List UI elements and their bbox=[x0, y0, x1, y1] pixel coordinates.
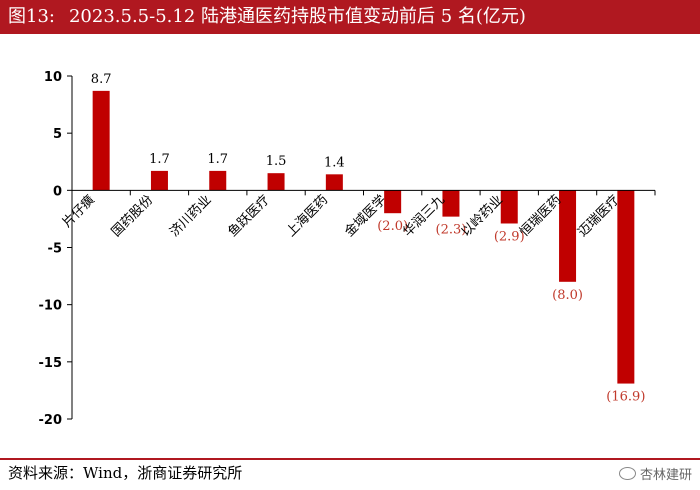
category-label: 国药股份 bbox=[109, 193, 156, 240]
watermark: 杏林建研 bbox=[618, 464, 692, 483]
data-label: 1.7 bbox=[149, 152, 170, 167]
data-label: 1.7 bbox=[207, 152, 228, 167]
bar bbox=[500, 190, 518, 224]
bar bbox=[92, 90, 110, 191]
y-tick-label: 10 bbox=[44, 70, 62, 85]
footer: 资料来源：Wind，浙商证券研究所 杏林建研 bbox=[0, 458, 700, 490]
y-tick-label: -20 bbox=[39, 413, 63, 428]
category-label: 鱼跃医疗 bbox=[225, 192, 273, 240]
bar bbox=[442, 190, 460, 217]
bar bbox=[617, 190, 635, 384]
bar-chart: 10 5 0 -5 -10 -15 -20 8.7 片仔癀 1.7 国药股份 1.7 济川药业 1.5 鱼跃… bbox=[39, 70, 656, 428]
figure-title: 2023.5.5-5.12 陆港通医药持股市值变动前后 5 名(亿元) bbox=[68, 6, 526, 27]
category-label: 迈瑞医疗 bbox=[575, 193, 622, 240]
y-tick-label: 5 bbox=[53, 127, 62, 142]
bar bbox=[559, 190, 577, 282]
data-label: (16.9) bbox=[606, 390, 645, 405]
category-label: 上海医药 bbox=[284, 193, 331, 240]
bar bbox=[209, 170, 227, 191]
figure-title-bar: 图13: 2023.5.5-5.12 陆港通医药持股市值变动前后 5 名(亿元) bbox=[0, 0, 700, 34]
category-label: 济川药业 bbox=[167, 193, 214, 240]
data-label: (2.0) bbox=[377, 219, 408, 234]
data-label: 8.7 bbox=[91, 72, 112, 87]
data-label: (8.0) bbox=[552, 288, 583, 303]
bar bbox=[267, 173, 285, 191]
data-label: 1.4 bbox=[324, 155, 345, 170]
wechat-icon bbox=[618, 467, 636, 480]
data-label: 1.5 bbox=[266, 154, 287, 169]
figure-number: 图13: bbox=[8, 6, 55, 27]
y-tick-label: 0 bbox=[53, 184, 62, 199]
y-tick-label: -15 bbox=[39, 356, 63, 371]
category-label: 片仔癀 bbox=[59, 192, 98, 231]
category-label: 恒瑞医药 bbox=[517, 193, 564, 240]
y-tick-label: -5 bbox=[48, 242, 62, 257]
y-tick-label: -10 bbox=[39, 299, 63, 314]
watermark-text: 杏林建研 bbox=[639, 468, 692, 483]
data-label: (2.3) bbox=[436, 223, 467, 238]
source-note: 资料来源：Wind，浙商证券研究所 bbox=[8, 464, 243, 482]
bar bbox=[325, 174, 343, 191]
data-label: (2.9) bbox=[494, 229, 525, 244]
bar bbox=[150, 170, 168, 191]
bar bbox=[384, 190, 402, 214]
